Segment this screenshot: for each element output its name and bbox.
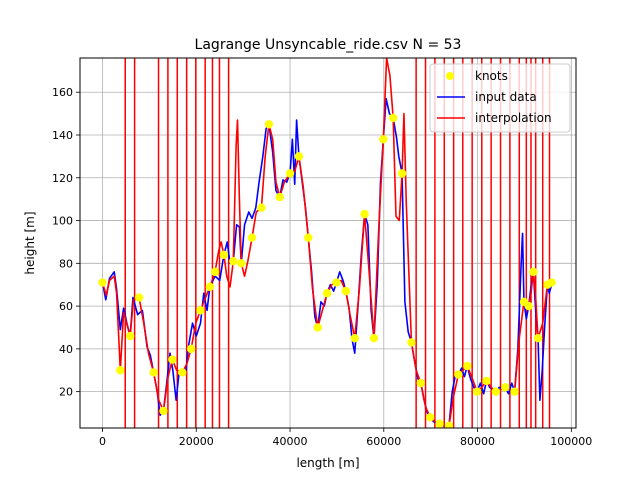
knot-marker	[501, 383, 510, 392]
y-axis: 20 40 60 80 100 120 140 160	[52, 86, 80, 399]
knot-marker	[332, 278, 341, 287]
x-tick-label: 40000	[273, 435, 308, 448]
knot-marker	[524, 301, 533, 311]
knot-marker	[379, 135, 388, 144]
knot-marker	[210, 267, 220, 277]
knot-marker	[205, 282, 215, 292]
y-tick-label: 140	[52, 129, 73, 142]
knot-marker	[472, 387, 482, 396]
legend-label-interpolation: interpolation	[475, 111, 552, 125]
legend-label-input: input data	[475, 90, 537, 104]
plot-area	[98, 58, 556, 428]
knot-marker	[178, 368, 187, 377]
knot-marker	[275, 192, 284, 202]
knot-marker	[547, 278, 556, 287]
knot-marker	[98, 278, 107, 287]
knot-marker	[482, 376, 491, 386]
x-tick-label: 100000	[550, 435, 592, 448]
knot-marker	[285, 169, 295, 178]
y-tick-label: 40	[59, 343, 73, 356]
knot-marker	[149, 368, 158, 377]
knot-marker	[454, 370, 463, 379]
knot-marker	[116, 366, 125, 375]
legend-box	[429, 63, 571, 133]
knot-marker	[196, 306, 205, 315]
knot-marker	[360, 209, 369, 219]
knot-marker	[304, 233, 313, 242]
knot-marker	[407, 338, 416, 347]
knot-marker	[397, 169, 407, 178]
knot-marker	[341, 286, 351, 296]
knot-marker	[237, 259, 246, 268]
knot-marker	[416, 378, 426, 388]
y-axis-label: height [m]	[23, 211, 37, 274]
knot-marker	[322, 289, 332, 298]
knot-marker	[463, 361, 472, 371]
knot-marker	[313, 323, 322, 332]
knot-marker	[186, 344, 196, 354]
y-tick-label: 20	[59, 386, 73, 399]
knot-marker	[229, 256, 238, 266]
knot-marker	[159, 406, 168, 416]
knot-marker	[529, 267, 538, 277]
knot-marker	[125, 331, 135, 341]
knot-marker	[219, 250, 229, 259]
knot-marker	[247, 233, 257, 242]
knot-marker	[350, 333, 359, 343]
knot-marker	[369, 333, 379, 343]
x-tick-label: 60000	[366, 435, 401, 448]
knot-marker	[257, 203, 266, 212]
x-tick-label: 0	[99, 435, 106, 448]
y-tick-label: 100	[52, 215, 73, 228]
x-axis: 0 20000 40000 60000 80000 100000	[99, 428, 592, 448]
knot-marker	[491, 387, 501, 396]
y-tick-label: 120	[52, 172, 73, 185]
y-tick-label: 80	[59, 257, 73, 270]
legend-label-knots: knots	[475, 69, 508, 83]
knot-marker	[294, 152, 304, 161]
knot-marker	[533, 333, 543, 343]
knot-marker	[435, 419, 444, 428]
y-tick-label: 60	[59, 300, 73, 313]
legend-marker-knots	[446, 72, 454, 80]
grid	[80, 58, 576, 428]
knot-marker	[444, 421, 454, 428]
knot-marker	[168, 355, 177, 364]
y-tick-label: 160	[52, 86, 73, 99]
x-axis-label: length [m]	[296, 456, 359, 470]
axes-frame	[79, 57, 577, 429]
knot-marker	[134, 293, 144, 302]
x-tick-label: 80000	[460, 435, 495, 448]
knot-marker	[388, 113, 398, 123]
knot-marker	[510, 387, 519, 396]
knot-marker	[426, 413, 435, 422]
chart-title: Lagrange Unsyncable_ride.csv N = 53	[195, 37, 462, 53]
x-tick-label: 20000	[179, 435, 214, 448]
knot-marker	[264, 120, 274, 129]
legend: knots input data interpolation	[429, 63, 571, 133]
